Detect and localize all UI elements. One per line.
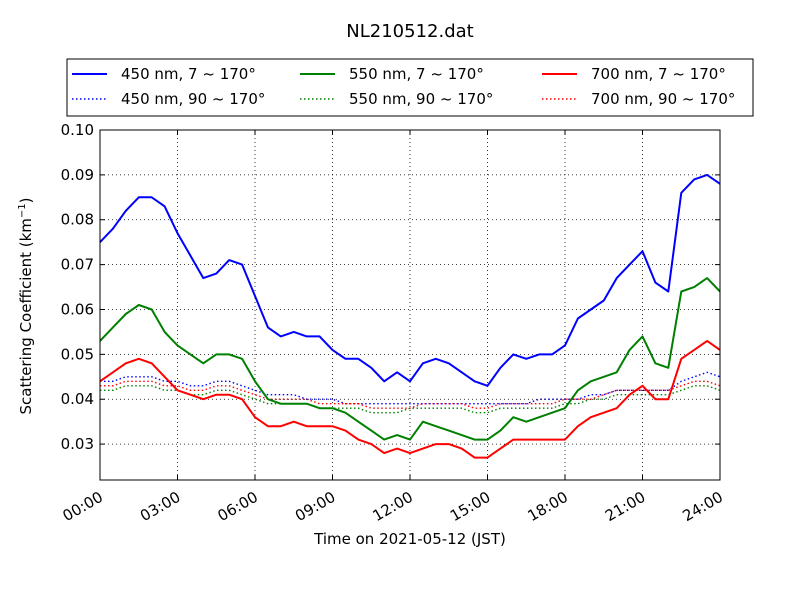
y-axis-label-sup: −1 [17,203,28,218]
y-axis-label-main: Scattering Coefficient (km [17,218,35,414]
x-axis-label: Time on 2021-05-12 (JST) [313,530,506,548]
series-line-1 [99,173,721,387]
series-line-2 [99,277,721,441]
x-tick-label: 03:00 [137,488,183,525]
legend: 450 nm, 7 ~ 170° 550 nm, 7 ~ 170° 700 nm, … [66,58,754,117]
x-tick-label: 18:00 [525,488,571,525]
grid-lines [100,130,720,480]
x-tick-label: 15:00 [447,488,493,525]
y-axis-label-close: ) [17,197,35,203]
x-tick-label: 00:00 [60,488,106,525]
y-axis-label: Scattering Coefficient (km−1) [17,197,35,414]
series-line-3 [99,339,721,459]
legend-label: 450 nm, 7 ~ 170° [121,65,256,83]
y-tick-label: 0.06 [61,300,94,318]
x-tick-label: 24:00 [680,488,726,525]
series-layer [99,173,721,459]
y-tick-label: 0.07 [61,256,94,274]
y-tick-label: 0.09 [61,166,94,184]
y-tick-label: 0.08 [61,211,94,229]
legend-frame [66,58,754,117]
y-tick-label: 0.05 [61,345,94,363]
series-line-6 [100,380,721,409]
plot-area: 00:00 03:00 06:00 09:00 12:00 15:00 18:00 21:00… [60,121,726,525]
x-tick-label: 12:00 [370,488,416,525]
y-tick-label: 0.03 [61,435,94,453]
plot-frame [100,130,720,480]
y-tick-label: 0.10 [61,121,94,139]
legend-label: 550 nm, 90 ~ 170° [349,90,493,108]
legend-label: 700 nm, 90 ~ 170° [591,90,735,108]
x-tick-label: 06:00 [215,488,261,525]
chart-title: NL210512.dat [346,21,473,42]
y-tick-label: 0.04 [61,390,94,408]
legend-label: 450 nm, 90 ~ 170° [121,90,265,108]
series-line-5 [100,385,721,414]
x-tick-label: 09:00 [292,488,338,525]
legend-label: 550 nm, 7 ~ 170° [349,65,484,83]
x-tick-label: 21:00 [602,488,648,525]
series-line-4 [100,371,721,405]
legend-label: 700 nm, 7 ~ 170° [591,65,726,83]
